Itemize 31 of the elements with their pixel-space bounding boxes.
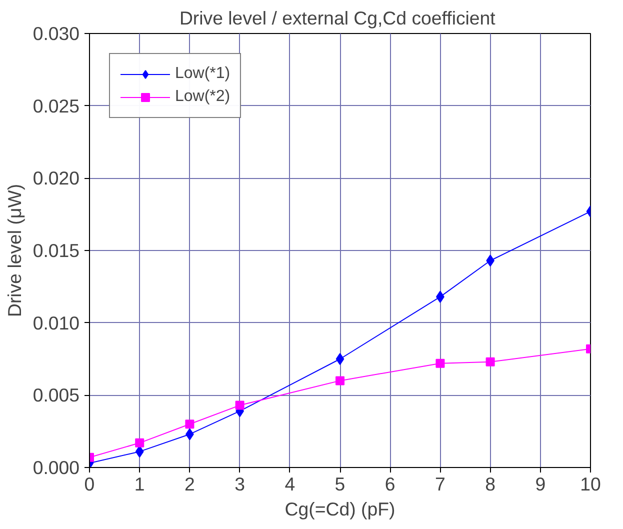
point — [235, 400, 244, 410]
x-tick-label: 10 — [580, 474, 601, 494]
y-axis-title: Drive level (μW) — [4, 184, 25, 318]
x-axis-title: Cg(=Cd) (pF) — [284, 498, 396, 520]
legend-label: Low(*1) — [175, 65, 230, 83]
point — [336, 353, 344, 365]
chart-title: Drive level / external Cg,Cd coefficient — [179, 8, 496, 28]
point — [185, 420, 194, 429]
x-tick-label: 4 — [284, 474, 296, 494]
x-tick-label: 3 — [234, 474, 246, 494]
y-tick-label: 0.000 — [32, 457, 80, 478]
y-tick-label: 0.005 — [32, 384, 80, 406]
point — [486, 357, 495, 366]
x-tick-label: 8 — [485, 474, 496, 494]
y-tick-label: 0.020 — [32, 168, 80, 189]
y-tick-label: 0.010 — [32, 312, 80, 334]
point — [135, 446, 144, 458]
x-tick-label: 5 — [334, 474, 346, 494]
point — [436, 358, 445, 368]
y-tick-label: 0.015 — [32, 240, 80, 261]
legend-label: Low(*2) — [175, 88, 230, 106]
x-tick-label: 7 — [435, 474, 446, 494]
x-tick-label: 6 — [384, 474, 396, 494]
y-tick-label: 0.025 — [32, 95, 80, 116]
x-tick-label: 1 — [134, 474, 145, 494]
x-tick-label: 9 — [535, 474, 546, 494]
point — [135, 438, 144, 448]
x-tick-label: 0 — [84, 474, 95, 494]
point — [336, 376, 344, 386]
y-tick-label: 0.030 — [32, 23, 80, 44]
x-tick-label: 2 — [184, 474, 195, 494]
